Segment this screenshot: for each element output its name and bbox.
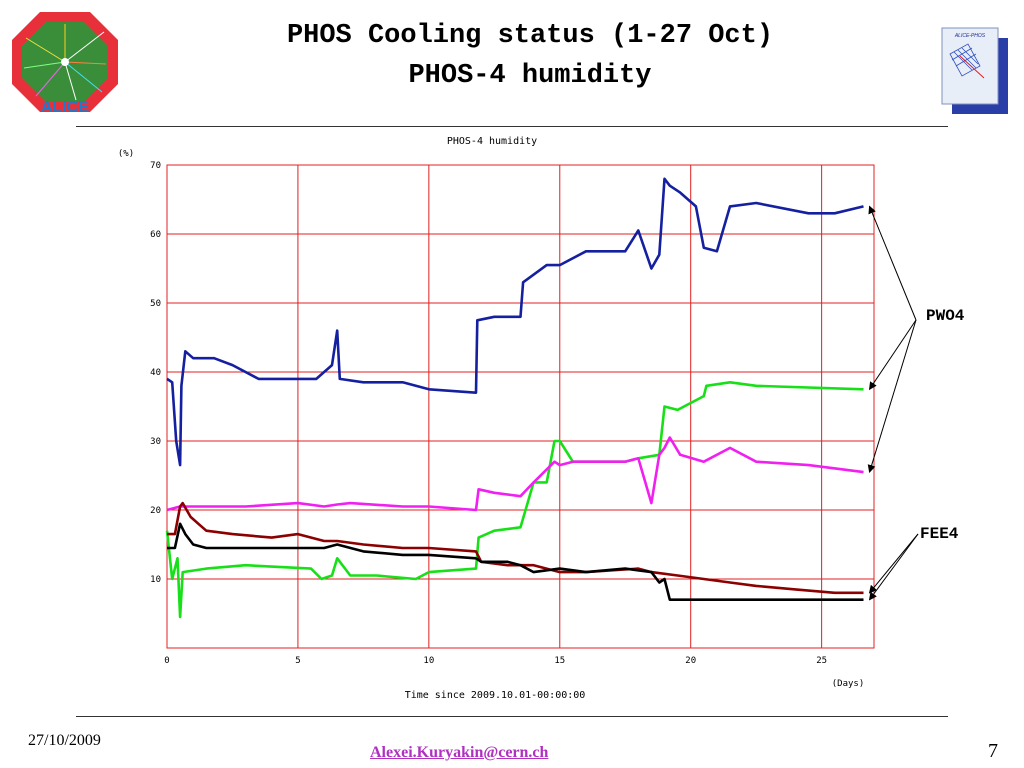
x-tick-label: 15 [554,656,565,666]
footer-email-link[interactable]: Alexei.Kuryakin@cern.ch [370,744,549,761]
series-line-green [165,380,864,619]
grid [166,164,875,649]
fee4-arrow [868,533,919,601]
x-tick-label: 25 [816,656,827,666]
slide-title: PHOS Cooling status (1-27 Oct) PHOS-4 hu… [180,16,880,96]
y-tick-label: 40 [150,368,161,378]
x-tick-label: 10 [423,656,434,666]
page-number: 7 [988,740,998,762]
y-tick-label: 20 [150,506,161,516]
y-tick-label: 30 [150,437,161,447]
series-line-blue [166,177,864,467]
y-axis-unit: (%) [118,149,134,159]
series-line-black [167,522,864,602]
fee4-label: FEE4 [920,525,959,543]
y-tick-label: 70 [150,161,161,171]
footer-date: 27/10/2009 [28,732,101,749]
chart-title: PHOS-4 humidity [447,136,537,147]
y-tick-label: 60 [150,230,161,240]
x-tick-label: 5 [295,656,300,666]
series-line-magenta [166,436,864,512]
pwo4-label: PWO4 [926,307,965,325]
series-line-darkred [167,501,864,595]
plot-frame [166,164,875,649]
y-tick-label: 50 [150,299,161,309]
alice-logo: ALICE [12,12,118,116]
y-tick-label: 10 [150,575,161,585]
footer-rule [76,716,948,717]
x-tick-label: 20 [685,656,696,666]
tick-labels: 0 5 10 15 20 25 10 20 30 40 50 60 70 [150,161,827,666]
x-tick-label: 0 [164,656,169,666]
slide-title-line2: PHOS-4 humidity [408,61,652,91]
pwo4-arrow [867,319,917,474]
pwo4-arrow [868,319,917,391]
header-rule [76,126,948,127]
alice-phos-badge: ALICE-PHOS [941,27,1008,114]
x-axis-unit: (Days) [832,679,865,689]
pwo4-arrow [868,205,917,321]
slide-title-line1: PHOS Cooling status (1-27 Oct) [286,21,774,51]
annotations: PWO4 FEE4 [867,205,965,601]
series-lines [165,177,864,619]
x-axis-label: Time since 2009.10.01-00:00:00 [405,690,586,701]
fee4-arrow [868,533,919,594]
alice-logo-text: ALICE [41,99,89,116]
alice-phos-badge-text: ALICE-PHOS [954,33,986,39]
